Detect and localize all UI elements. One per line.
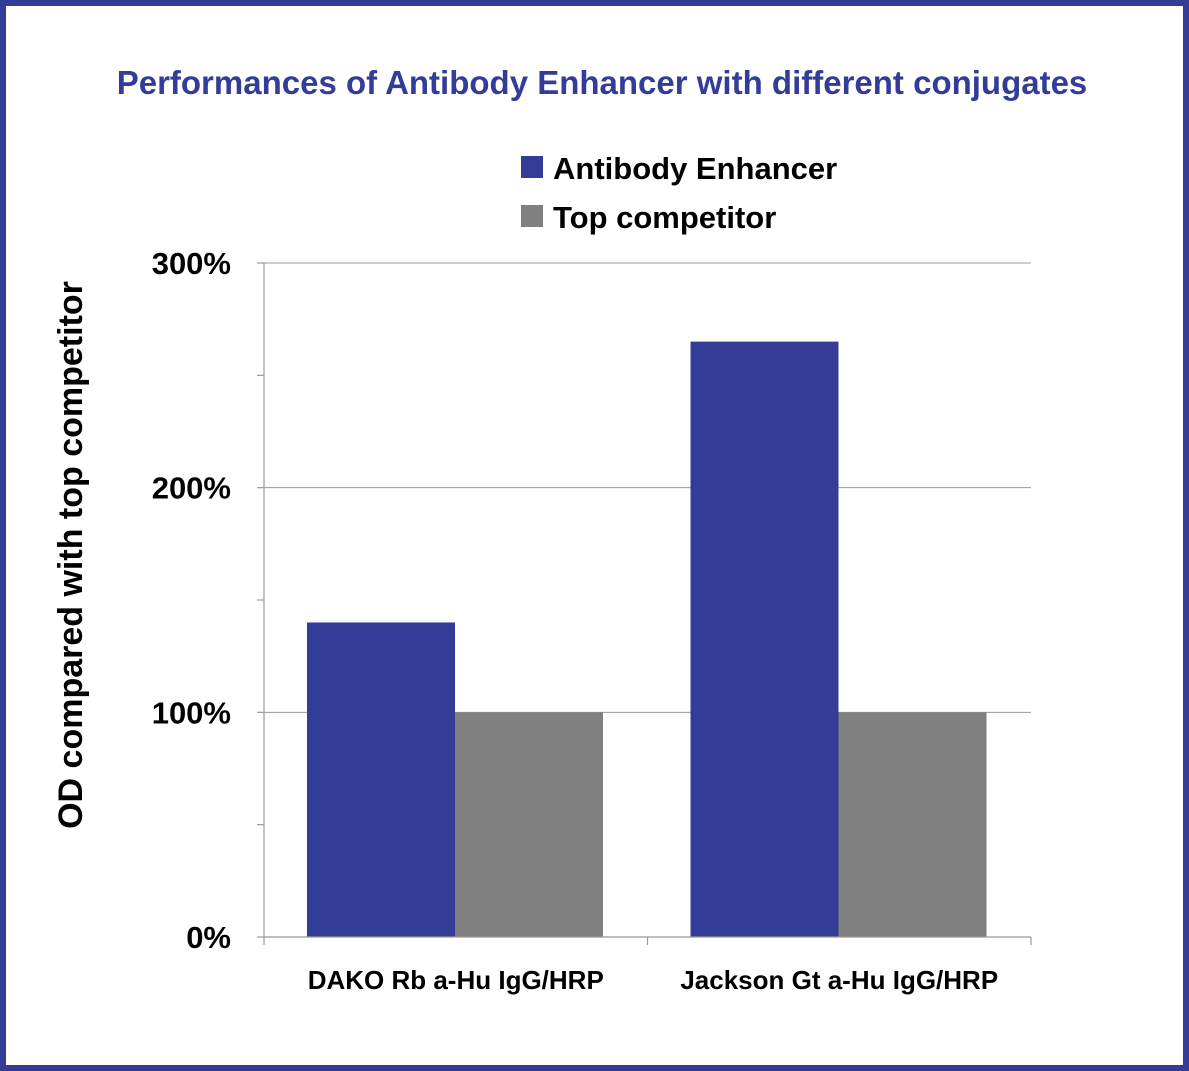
x-category-label-1: DAKO Rb a-Hu IgG/HRP xyxy=(308,965,604,995)
y-axis-label: OD compared with top competitor xyxy=(52,281,90,829)
bar-top-competitor-2 xyxy=(838,712,987,937)
bar-antibody-enhancer-2 xyxy=(690,341,839,938)
legend-label-antibody-enhancer: Antibody Enhancer xyxy=(553,151,837,186)
legend-swatch-top-competitor xyxy=(521,205,543,227)
bar-top-competitor-1 xyxy=(455,712,603,937)
bars xyxy=(307,341,987,938)
y-tick-label-2: 200% xyxy=(152,471,231,506)
y-tick-label-1: 100% xyxy=(152,695,231,730)
y-tick-label-0: 0% xyxy=(186,920,231,955)
legend-label-top-competitor: Top competitor xyxy=(553,200,776,235)
y-tick-labels: 0% 100% 200% 300% xyxy=(152,246,231,955)
x-category-label-2: Jackson Gt a-Hu IgG/HRP xyxy=(680,965,998,995)
legend: Antibody Enhancer Top competitor xyxy=(521,151,837,235)
legend-swatch-antibody-enhancer xyxy=(521,156,543,178)
chart-title: Performances of Antibody Enhancer with d… xyxy=(117,64,1088,101)
x-category-labels: DAKO Rb a-Hu IgG/HRP Jackson Gt a-Hu IgG/… xyxy=(308,965,998,995)
y-tick-label-3: 300% xyxy=(152,246,231,281)
axes xyxy=(257,262,1032,945)
bar-antibody-enhancer-1 xyxy=(307,622,455,937)
